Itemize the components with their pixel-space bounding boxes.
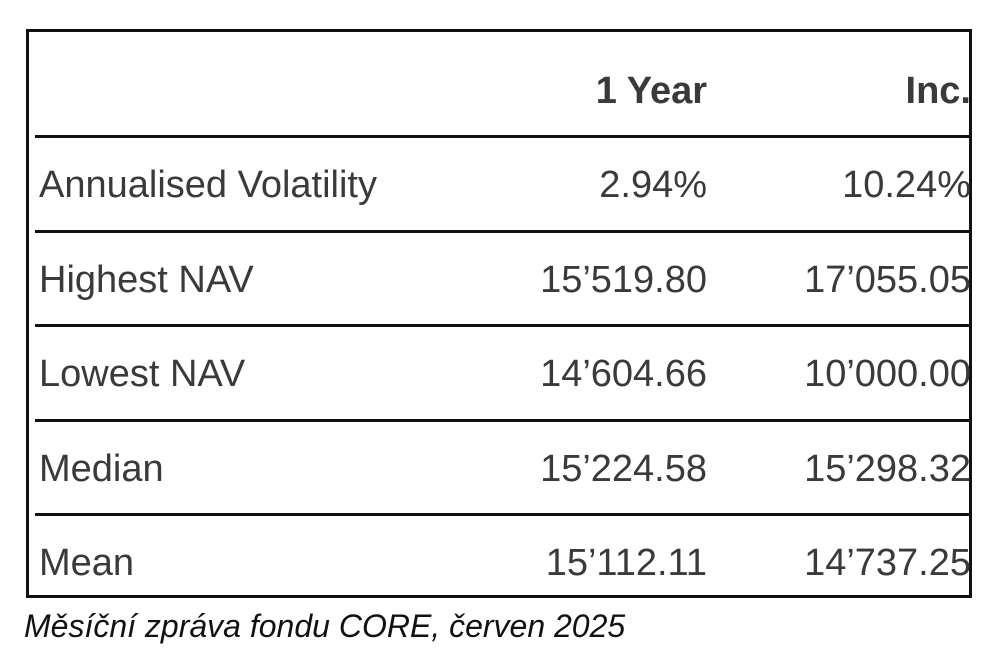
row-value-1-year: 2.94% <box>599 164 707 206</box>
header-inception: Inc. <box>905 70 971 112</box>
table-row: Lowest NAV 14’604.66 10’000.00 <box>37 327 973 421</box>
row-label: Mean <box>39 542 135 584</box>
row-value-1-year: 15’112.11 <box>545 542 707 584</box>
table-row: Annualised Volatility 2.94% 10.24% <box>37 138 973 232</box>
row-value-1-year: 15’519.80 <box>540 259 707 301</box>
row-divider <box>35 324 971 327</box>
row-divider <box>35 135 971 138</box>
table-row: Mean 15’112.11 14’737.25 <box>37 516 973 610</box>
row-value-inception: 14’737.25 <box>804 542 971 584</box>
row-label: Lowest NAV <box>39 353 246 395</box>
row-label: Median <box>39 448 164 490</box>
table-row: Highest NAV 15’519.80 17’055.05 <box>37 233 973 327</box>
row-divider <box>35 513 971 516</box>
header-1-year: 1 Year <box>595 70 707 112</box>
row-value-inception: 17’055.05 <box>804 259 971 301</box>
table-row: Median 15’224.58 15’298.32 <box>37 422 973 516</box>
row-label: Highest NAV <box>39 259 254 301</box>
table-header-row: 1 Year Inc. <box>37 44 973 138</box>
row-value-inception: 15’298.32 <box>804 448 971 490</box>
row-value-inception: 10’000.00 <box>804 353 971 395</box>
row-label: Annualised Volatility <box>39 164 377 206</box>
row-divider <box>35 230 971 233</box>
row-value-1-year: 15’224.58 <box>540 448 707 490</box>
row-divider <box>35 419 971 422</box>
figure-caption: Měsíční zpráva fondu CORE, červen 2025 <box>24 608 626 644</box>
row-value-inception: 10.24% <box>842 164 971 206</box>
row-value-1-year: 14’604.66 <box>540 353 707 395</box>
statistics-table: 1 Year Inc. Annualised Volatility 2.94% … <box>26 29 972 598</box>
